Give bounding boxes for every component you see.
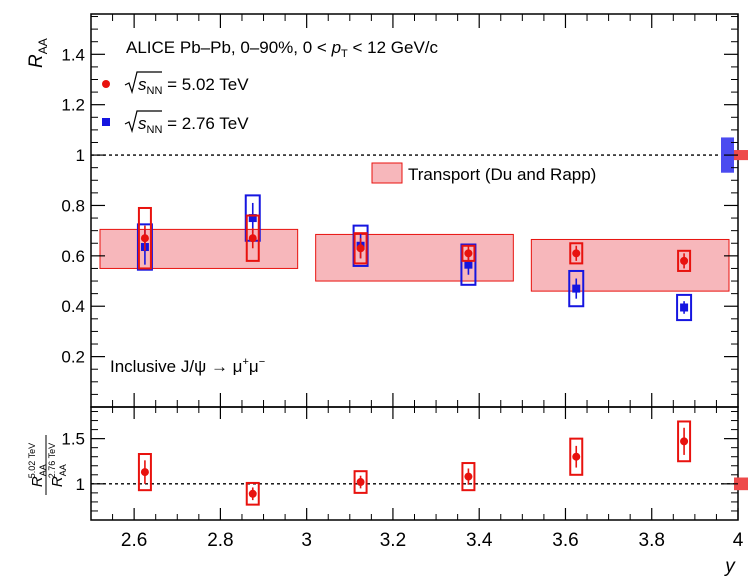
top-ytick-label-4: 1: [76, 146, 85, 165]
ratio-point-5: [680, 437, 688, 445]
ratio-point-3: [464, 473, 472, 481]
legend-label-502: sNN = 5.02 TeV: [138, 75, 249, 97]
xtick-label-2: 3: [301, 530, 312, 551]
ratio-ylabel-denominator: RAA2.76 TeV: [47, 443, 68, 487]
series-502-point-4: [572, 249, 580, 257]
ratio-panel-layer: 1 1.5 2.6 2.8 3 3.2 3.4 3.6 3.8 4: [61, 407, 748, 551]
series-502-point-5: [680, 257, 688, 265]
ratio-point-0: [141, 468, 149, 476]
legend-marker-502: [102, 80, 110, 88]
header-text: ALICE Pb–Pb, 0–90%, 0 < pT < 12 GeV/c: [126, 38, 439, 60]
series-276-point-4: [572, 285, 580, 293]
model-band-1: [316, 234, 514, 281]
series-276-point-5: [680, 303, 688, 311]
xlabel: y: [723, 556, 736, 576]
top-panel-frame: [91, 14, 738, 407]
ratio-point-2: [357, 478, 365, 486]
process-annotation: Inclusive J/ψ → μ+μ−: [110, 356, 265, 376]
series-502-point-1: [249, 234, 257, 242]
top-ytick-label-1: 0.4: [61, 297, 85, 316]
ratio-point-1: [249, 490, 257, 498]
series-502-point-3: [464, 249, 472, 257]
top-ytick-label-5: 1.2: [61, 96, 85, 115]
top-ylabel: RAA: [26, 38, 50, 68]
ratio-ytick-label-1: 1.5: [61, 430, 85, 449]
xtick-label-1: 2.8: [207, 530, 233, 551]
legend-model-swatch: [372, 163, 402, 183]
series-502-point-0: [141, 234, 149, 242]
xtick-label-0: 2.6: [121, 530, 147, 551]
ratio-ylabel-numerator: RAA5.02 TeV: [27, 443, 48, 487]
legend-label-276: sNN = 2.76 TeV: [138, 114, 249, 136]
xtick-label-4: 3.4: [466, 530, 493, 551]
series-502-point-2: [357, 244, 365, 252]
legend-model-label: Transport (Du and Rapp): [408, 165, 596, 184]
model-band-2: [531, 239, 729, 291]
top-ytick-label-2: 0.6: [61, 247, 85, 266]
top-ytick-label-0: 0.2: [61, 348, 85, 367]
legend-marker-276: [102, 118, 110, 126]
ratio-point-4: [572, 453, 580, 461]
xtick-label-6: 3.8: [639, 530, 665, 551]
ratio-ytick-label-0: 1: [76, 475, 85, 494]
top-panel-layer: 0.2 0.4 0.6 0.8 1 1.2 1.4: [61, 14, 748, 407]
xtick-label-5: 3.6: [552, 530, 578, 551]
top-ytick-label-6: 1.4: [61, 45, 85, 64]
top-ytick-label-3: 0.8: [61, 196, 85, 215]
xtick-label-7: 4: [733, 530, 744, 551]
ratio-panel-frame: [91, 407, 738, 520]
model-band-0: [100, 229, 298, 268]
xtick-label-3: 3.2: [380, 530, 406, 551]
